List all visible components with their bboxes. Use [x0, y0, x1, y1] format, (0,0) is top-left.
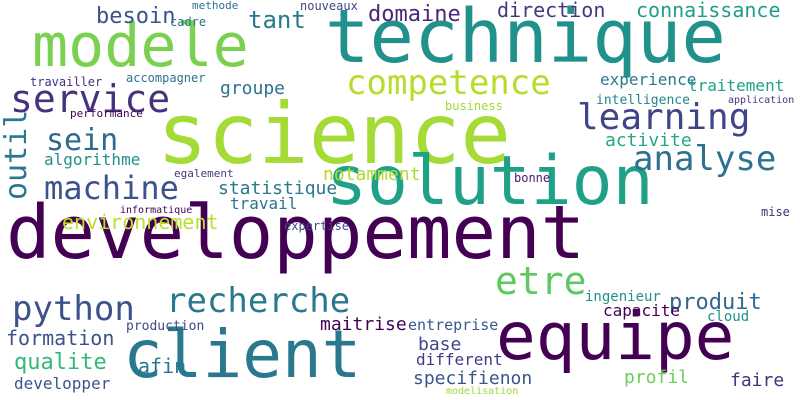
word-developper: developper	[14, 374, 111, 393]
word-analyse: analyse	[633, 139, 777, 179]
word-domaine: domaine	[368, 2, 461, 27]
word-afin: afin	[138, 354, 187, 378]
word-connaissance: connaissance	[636, 0, 781, 22]
word-performance: performance	[70, 107, 143, 120]
word-direction: direction	[497, 0, 606, 22]
word-egalement: egalement	[174, 167, 234, 180]
word-traitement: traitement	[688, 76, 785, 95]
word-travail: travail	[230, 194, 298, 213]
word-bonne: bonne	[514, 171, 551, 185]
word-cloud: cloud	[707, 309, 750, 325]
word-business: business	[445, 99, 503, 113]
word-environnement: environnement	[62, 210, 219, 234]
word-profil: profil	[624, 367, 690, 388]
word-competence: competence	[346, 63, 551, 103]
word-base: base	[418, 334, 462, 355]
word-mise: mise	[761, 205, 790, 219]
word-client: client	[123, 316, 362, 393]
word-activite: activite	[605, 130, 692, 151]
word-python: python	[12, 289, 135, 329]
word-tant: tant	[248, 6, 306, 34]
word-equipe: equipe	[496, 298, 735, 375]
word-faire: faire	[730, 370, 785, 391]
word-capacite: capacite	[603, 301, 681, 320]
word-ingenieur: ingenieur	[585, 289, 661, 305]
word-qualite: qualite	[14, 350, 107, 375]
word-developpement: developpement	[6, 190, 586, 276]
word-entreprise: entreprise	[408, 316, 499, 334]
word-informatique: informatique	[120, 205, 193, 216]
word-different: different	[416, 350, 503, 369]
word-notamment: notamment	[323, 164, 421, 185]
word-recherche: recherche	[166, 281, 351, 321]
word-expertise: expertise	[284, 219, 350, 233]
word-nouveaux: nouveaux	[300, 0, 358, 13]
word-cadre: cadre	[170, 15, 207, 29]
word-sein: sein	[46, 123, 119, 158]
word-travailler: travailler	[30, 75, 103, 89]
word-produit: produit	[669, 290, 762, 315]
word-maitrise: maitrise	[320, 314, 407, 335]
word-accompagner: accompagner	[126, 71, 206, 85]
word-application: application	[728, 95, 795, 106]
word-specifienon: specifienon	[413, 368, 533, 389]
word-outil: outil	[0, 109, 34, 200]
word-machine: machine	[44, 169, 179, 207]
word-statistique: statistique	[218, 178, 338, 199]
word-methode: methode	[192, 0, 239, 12]
word-besoin: besoin	[96, 4, 176, 29]
word-algorithme: algorithme	[44, 150, 141, 169]
word-formation: formation	[6, 326, 115, 350]
word-production: production	[126, 319, 205, 334]
word-learning: learning	[577, 97, 751, 138]
word-service: service	[10, 77, 171, 121]
word-groupe: groupe	[220, 78, 286, 99]
word-experience: experience	[600, 70, 697, 89]
word-technique: technique	[325, 0, 726, 80]
word-science: science	[157, 85, 512, 183]
word-modelisation: modelisation	[446, 386, 519, 397]
word-solution: solution	[326, 142, 654, 221]
word-modele: modele	[32, 11, 249, 81]
word-intelligence: intelligence	[596, 93, 690, 108]
word-etre: etre	[495, 259, 587, 303]
